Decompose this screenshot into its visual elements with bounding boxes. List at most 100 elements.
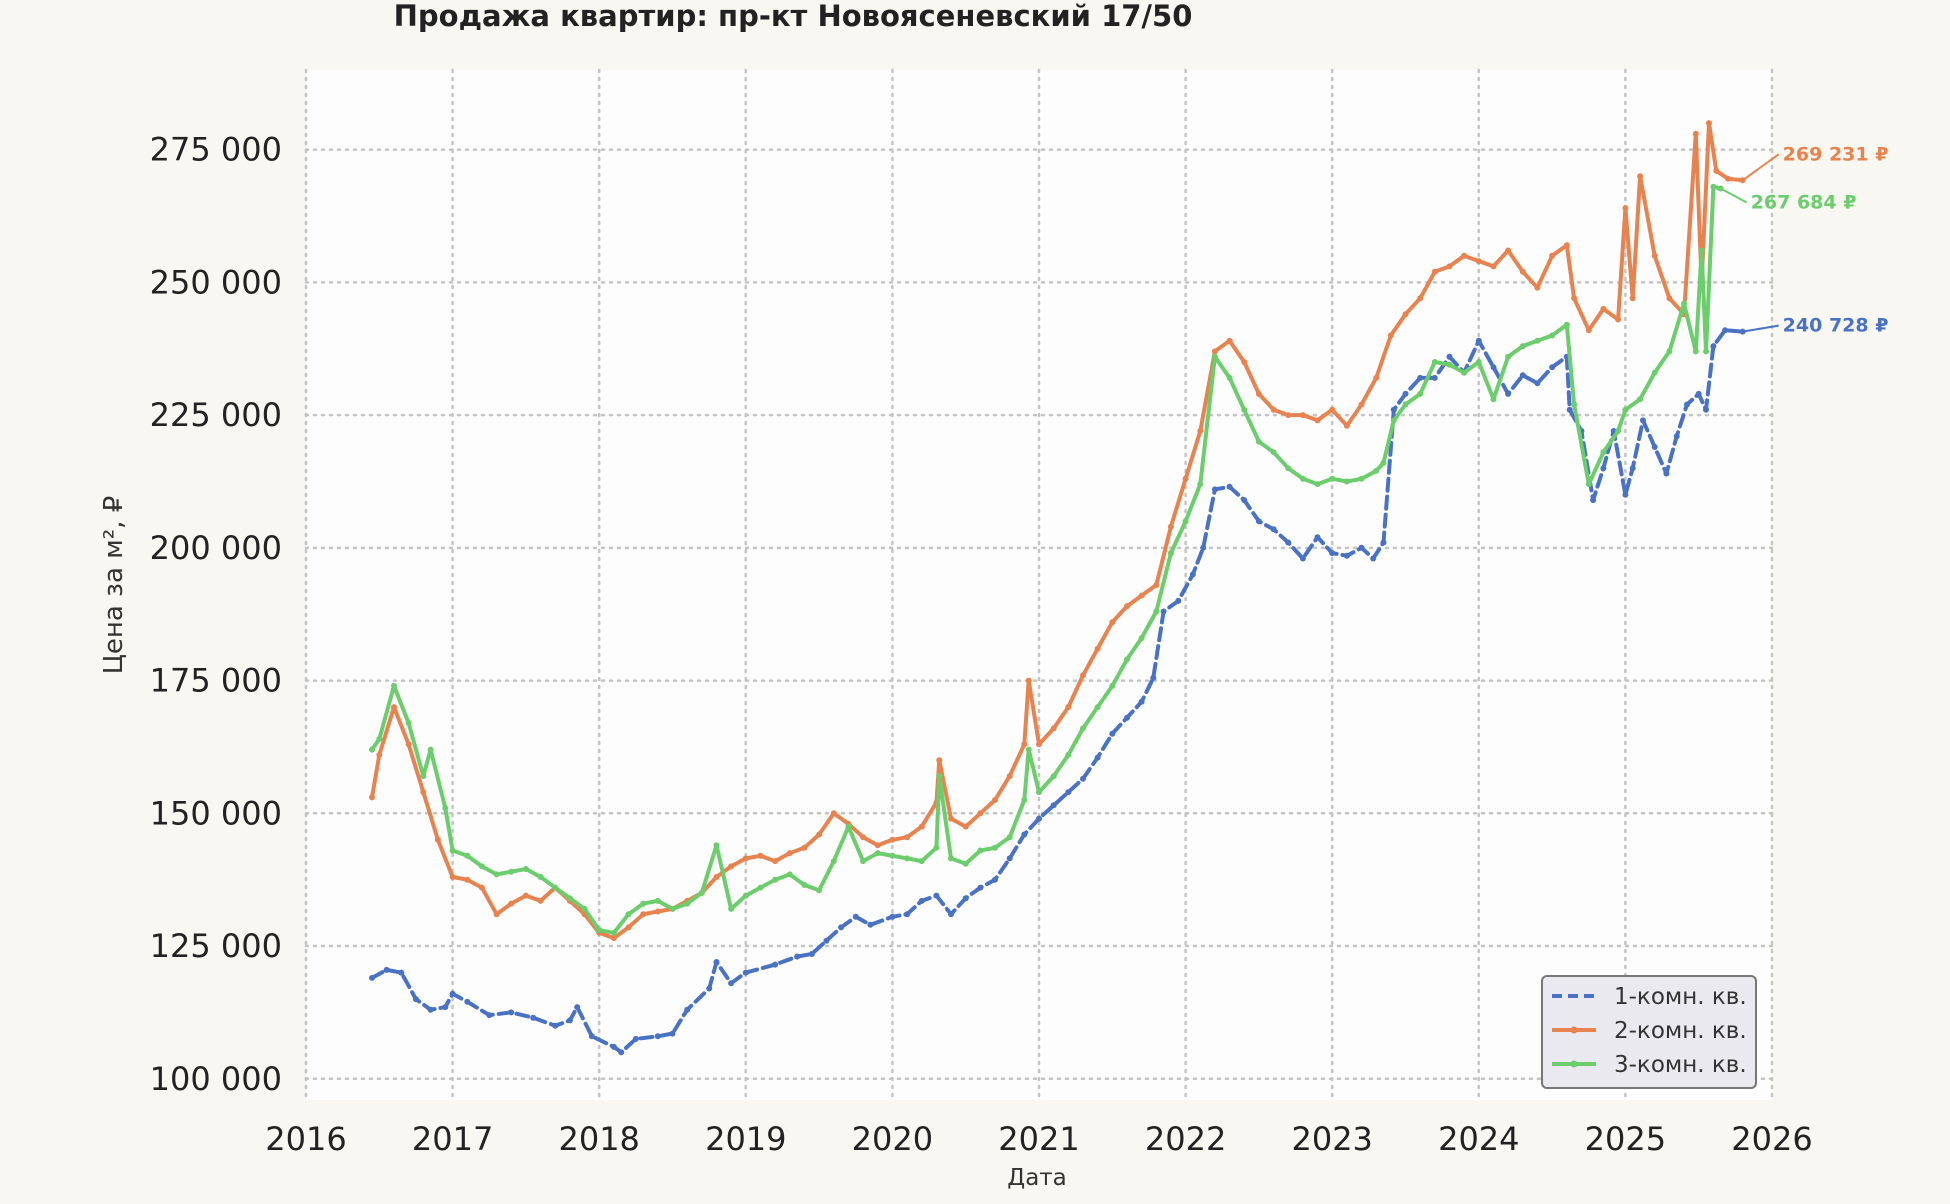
data-point-1k [618, 1049, 625, 1056]
data-point-2k [1226, 337, 1233, 344]
data-point-1k [508, 1009, 515, 1016]
data-point-3k [918, 858, 925, 865]
data-point-3k [449, 847, 456, 854]
data-point-3k [1703, 348, 1709, 355]
data-point-1k [1343, 552, 1350, 559]
data-point-2k [728, 863, 735, 870]
data-point-3k [698, 889, 705, 896]
data-point-1k [772, 961, 779, 968]
data-point-1k [1663, 470, 1670, 477]
data-point-1k [1226, 483, 1233, 490]
data-point-2k [610, 935, 617, 942]
data-point-1k [1138, 698, 1145, 705]
data-point-2k [1563, 242, 1570, 249]
data-point-2k [742, 855, 749, 862]
data-point-1k [1358, 544, 1365, 551]
data-point-2k [1094, 645, 1101, 652]
data-point-2k [1549, 252, 1556, 259]
data-point-3k [427, 746, 434, 753]
data-point-3k [1299, 475, 1306, 482]
data-point-1k [610, 1043, 617, 1050]
data-point-1k [486, 1012, 493, 1019]
data-point-1k [684, 1006, 691, 1013]
data-point-1k [1299, 555, 1306, 562]
data-point-3k [1241, 406, 1248, 413]
data-point-3k [1571, 401, 1578, 408]
data-point-1k [1200, 544, 1207, 551]
y-tick-label: 100 000 [150, 1060, 282, 1098]
data-point-2k [1021, 741, 1028, 748]
data-point-1k [794, 953, 801, 960]
data-point-2k [1490, 263, 1497, 270]
data-point-2k [757, 852, 764, 859]
data-point-1k [369, 974, 375, 981]
data-point-3k [1138, 635, 1145, 642]
series-line-1k [370, 328, 1745, 1055]
data-point-1k [918, 897, 925, 904]
data-point-1k [1549, 364, 1556, 371]
data-point-2k [508, 900, 515, 907]
data-point-3k [801, 882, 808, 888]
data-point-3k [1050, 773, 1057, 780]
data-point-1k [1050, 802, 1057, 809]
data-point-2k [860, 834, 867, 841]
data-point-1k [1285, 539, 1292, 546]
data-point-2k [1050, 725, 1057, 732]
data-point-1k [1314, 534, 1321, 541]
data-point-2k [1666, 295, 1673, 302]
data-point-3k [1197, 481, 1204, 488]
data-point-1k [1094, 754, 1101, 761]
data-point-2k [977, 810, 984, 817]
data-point-2k [1387, 332, 1394, 339]
end-labels: 240 728 ₽ 269 231 ₽ 267 684 ₽ [1720, 143, 1889, 337]
end-label-3k: 267 684 ₽ [1751, 191, 1857, 213]
data-point-3k [640, 900, 647, 907]
legend-box [1541, 975, 1757, 1089]
x-tick-label: 2021 [998, 1120, 1079, 1158]
data-point-1k [1109, 730, 1116, 737]
data-point-1k [1021, 831, 1028, 838]
data-point-3k [1710, 183, 1717, 190]
data-point-3k [1109, 682, 1116, 689]
data-point-2k [816, 831, 823, 838]
data-point-3k [1390, 417, 1397, 424]
data-point-3k [1698, 247, 1705, 254]
data-point-2k [1065, 704, 1072, 711]
data-point-1k [904, 911, 911, 918]
data-point-2k [936, 757, 943, 764]
x-tick-label: 2022 [1145, 1120, 1226, 1158]
data-point-1k [1255, 518, 1262, 525]
data-point-1k [1241, 497, 1248, 504]
data-point-1k [464, 998, 471, 1005]
data-point-2k [713, 874, 720, 880]
data-point-2k [405, 741, 412, 748]
y-tick-label: 275 000 [150, 131, 282, 169]
data-point-3k [1549, 332, 1556, 339]
data-point-1k [1673, 433, 1680, 440]
data-point-2k [889, 836, 896, 843]
data-point-2k [1197, 428, 1204, 434]
end-label-2k: 269 231 ₽ [1783, 143, 1889, 165]
data-point-1k [823, 937, 830, 944]
data-point-2k [948, 815, 954, 822]
data-point-3k [713, 842, 720, 849]
data-point-3k [625, 911, 632, 918]
data-point-3k [1681, 300, 1687, 307]
data-point-2k [772, 858, 779, 865]
data-point-1k [1505, 390, 1512, 397]
data-point-3k [654, 897, 661, 904]
data-point-3k [1167, 550, 1174, 557]
data-point-1k [383, 966, 390, 973]
data-point-3k [1615, 428, 1622, 434]
series-lines [369, 120, 1746, 1056]
data-point-3k [537, 874, 544, 880]
data-point-2k [1182, 475, 1189, 482]
data-point-2k [962, 823, 969, 830]
data-point-1k [412, 996, 419, 1003]
data-point-2k [1505, 247, 1512, 254]
data-point-1k [1534, 380, 1541, 387]
data-point-3k [566, 895, 573, 902]
data-point-3k [1255, 438, 1262, 445]
data-point-1k [1475, 337, 1482, 344]
data-point-1k [1150, 674, 1157, 681]
